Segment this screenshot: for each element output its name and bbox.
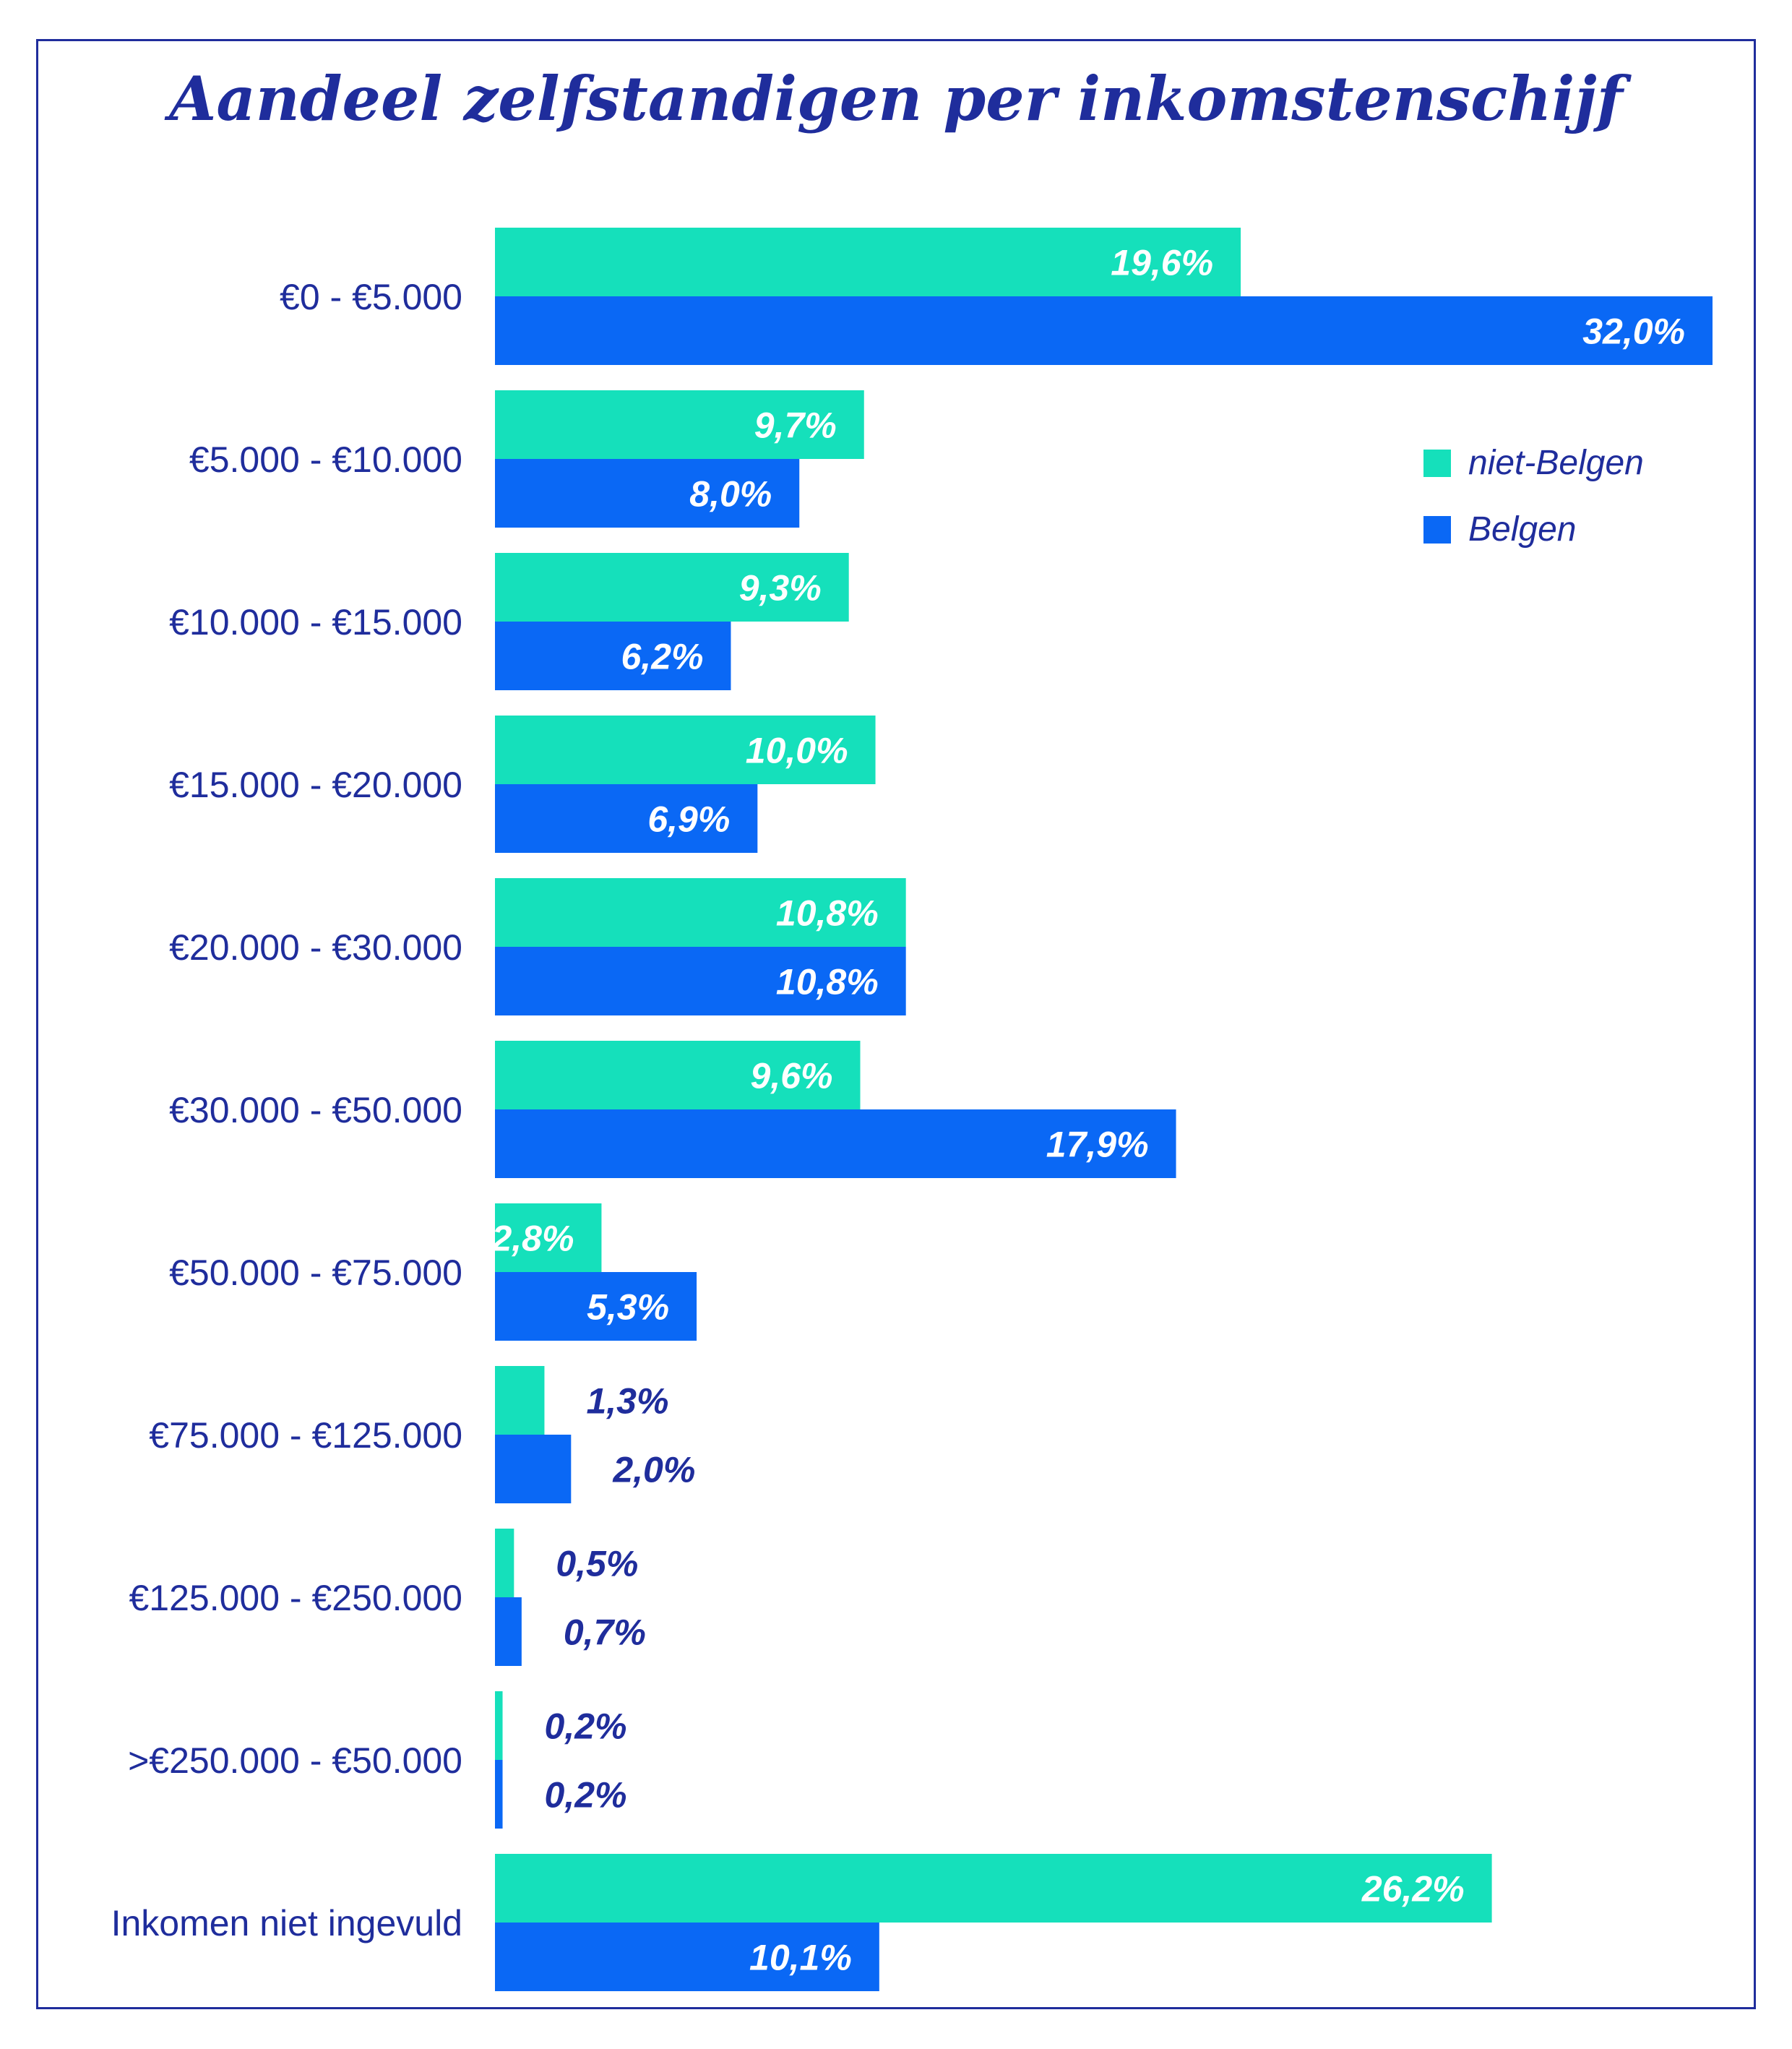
value-label: 10,8% <box>776 893 879 934</box>
bar-niet-belgen-3 <box>495 716 876 784</box>
value-label: 10,8% <box>776 962 879 1002</box>
bar-niet-belgen-1 <box>495 390 864 459</box>
bar-niet-belgen-2 <box>495 553 849 622</box>
value-label: 0,2% <box>545 1775 627 1816</box>
bar-niet-belgen-9 <box>495 1691 503 1760</box>
category-label: €50.000 - €75.000 <box>169 1253 462 1293</box>
category-label: €30.000 - €50.000 <box>169 1090 462 1130</box>
bar-niet-belgen-6 <box>495 1203 602 1272</box>
bar-niet-belgen-5 <box>495 1041 861 1109</box>
bar-niet-belgen-0 <box>495 228 1241 296</box>
legend-swatch-belgen <box>1423 516 1451 544</box>
value-label: 9,7% <box>754 405 837 446</box>
value-label: 19,6% <box>1111 243 1213 283</box>
category-label: >€250.000 - €50.000 <box>128 1740 462 1781</box>
value-label: 6,2% <box>621 637 704 677</box>
value-label: 5,3% <box>587 1287 669 1328</box>
bar-niet-belgen-4 <box>495 878 906 947</box>
bar-niet-belgen-8 <box>495 1529 514 1597</box>
legend-label: Belgen <box>1468 510 1576 549</box>
bar-belgen-1 <box>495 459 800 528</box>
value-label: 17,9% <box>1046 1125 1149 1165</box>
value-label: 2,0% <box>612 1450 695 1490</box>
category-label: Inkomen niet ingevuld <box>111 1903 462 1943</box>
value-label: 10,0% <box>746 731 848 771</box>
bar-belgen-9 <box>495 1760 503 1829</box>
value-label: 9,6% <box>751 1056 833 1096</box>
value-label: 8,0% <box>689 474 772 515</box>
bar-belgen-7 <box>495 1435 572 1503</box>
bar-belgen-8 <box>495 1597 522 1666</box>
category-label: €125.000 - €250.000 <box>129 1578 462 1618</box>
value-label: 32,0% <box>1582 312 1685 352</box>
bar-belgen-0 <box>495 296 1713 365</box>
chart-frame <box>36 39 1756 2009</box>
chart-title: Aandeel zelfstandigen per inkomstenschij… <box>169 63 1623 134</box>
value-label: 2,8% <box>491 1219 574 1259</box>
legend-label: niet-Belgen <box>1468 444 1644 482</box>
category-label: €75.000 - €125.000 <box>149 1415 462 1456</box>
value-label: 0,7% <box>564 1612 646 1653</box>
category-label: €10.000 - €15.000 <box>169 602 462 643</box>
bar-belgen-6 <box>495 1272 697 1341</box>
bar-belgen-2 <box>495 622 731 690</box>
bar-belgen-4 <box>495 947 906 1015</box>
category-label: €15.000 - €20.000 <box>169 765 462 805</box>
value-label: 0,2% <box>545 1706 627 1747</box>
bar-niet-belgen-10 <box>495 1854 1492 1923</box>
value-label: 9,3% <box>739 568 822 609</box>
bar-belgen-3 <box>495 784 758 853</box>
value-label: 26,2% <box>1361 1869 1465 1910</box>
category-label: €0 - €5.000 <box>280 277 462 317</box>
value-label: 10,1% <box>749 1938 852 1978</box>
category-label: €5.000 - €10.000 <box>189 439 462 480</box>
bar-belgen-10 <box>495 1923 879 1991</box>
value-label: 6,9% <box>647 799 730 840</box>
bar-niet-belgen-7 <box>495 1366 545 1435</box>
value-label: 0,5% <box>556 1544 638 1584</box>
category-label: €20.000 - €30.000 <box>169 927 462 968</box>
legend-swatch-niet-belgen <box>1423 450 1451 477</box>
bar-belgen-5 <box>495 1109 1176 1178</box>
value-label: 1,3% <box>586 1381 668 1422</box>
